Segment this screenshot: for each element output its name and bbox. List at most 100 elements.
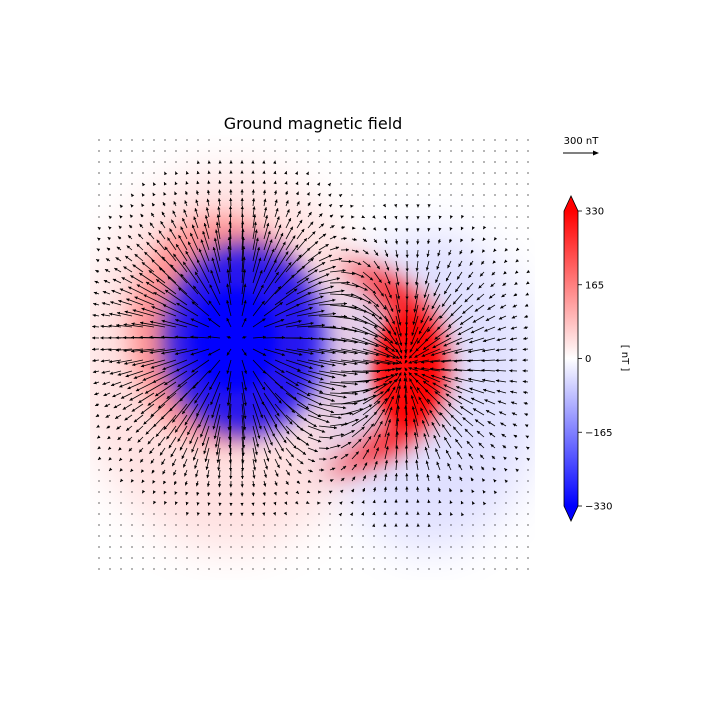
quiver-arrowhead [149,335,153,339]
quiver-arrowhead [442,375,446,379]
quiver-arrow [373,315,392,334]
quiver-arrow [285,307,313,317]
quiver-arrow [296,324,325,328]
quiver-arrowhead [103,393,107,397]
quiver-arrow [472,535,474,537]
quiver-arrowhead [170,453,174,458]
quiver-arrowhead [108,336,112,340]
quiver-arrow [155,278,177,295]
quiver-arrowhead [104,403,108,407]
quiver-arrow [428,150,430,152]
quiver-arrow [109,150,111,152]
quiver-arrowhead [483,225,487,230]
quiver-arrow [417,172,419,174]
quiver-arrowhead [191,301,196,305]
quiver-arrowhead [393,332,397,336]
quiver-arrowhead [202,230,206,235]
quiver-arrowhead [305,278,309,282]
quiver-arrow [362,348,390,358]
quiver-arrowhead [172,210,176,214]
quiver-arrow [362,326,388,342]
quiver-arrow [483,216,485,218]
quiver-arrow [472,216,474,218]
quiver-arrowhead [217,198,221,202]
quiver-arrowhead [296,201,300,205]
quiver-arrow [153,513,155,515]
quiver-arrowhead [502,282,506,286]
quiver-arrow [318,139,320,141]
quiver-arrowhead [423,433,427,437]
quiver-arrowhead [317,414,321,418]
quiver-arrowhead [427,240,431,244]
quiver-arrow [395,315,402,337]
quiver-arrowhead [275,473,279,477]
quiver-arrowhead [390,308,394,312]
quiver-arrow [384,406,393,427]
quiver-arrow [241,557,243,559]
quiver-arrow [263,286,282,306]
quiver-arrowhead [101,302,106,306]
quiver-arrow [362,557,364,559]
quiver-arrowhead [346,280,350,285]
quiver-arrowhead [127,437,131,442]
quiver-arrowhead [271,433,275,437]
quiver-arrow [329,557,331,559]
quiver-arrowhead [251,160,255,164]
quiver-arrow [263,535,265,537]
quiver-arrowhead [395,254,399,258]
quiver-arrow [351,150,353,152]
quiver-arrow [445,326,463,338]
quiver-arrowhead [158,442,162,447]
quiver-arrow [307,161,309,163]
quiver-arrow [153,568,155,570]
quiver-arrow [373,183,375,185]
quiver-arrowhead [97,445,101,450]
quiver-arrowhead [243,336,247,340]
quiver-arrow [439,194,441,196]
quiver-arrow [340,315,369,324]
quiver-arrow [307,370,336,379]
quiver-arrowhead [424,446,428,451]
quiver-arrow [362,315,386,332]
quiver-arrowhead [340,433,345,437]
quiver-arrowhead [116,311,121,315]
quiver-arrowhead [283,511,287,516]
quiver-arrowhead [112,278,117,282]
quiver-arrowhead [456,386,460,390]
quiver-arrowhead [94,280,98,284]
quiver-arrow [274,546,276,548]
quiver-arrow [98,535,100,537]
quiver-arrow [252,546,254,548]
quiver-arrowhead [398,372,402,376]
quiver-arrow [434,326,452,340]
quiver-key: 300 nT [563,136,599,156]
quiver-arrow [329,535,331,537]
quiver-arrowhead [319,390,323,393]
quiver-arrowhead [412,418,416,422]
quiver-arrowhead [113,405,118,408]
quiver-arrow [428,568,430,570]
quiver-arrowhead [434,336,438,340]
quiver-arrowhead [276,412,280,417]
quiver-arrow [153,557,155,559]
quiver-arrow [274,251,289,273]
quiver-arrowhead [364,415,369,419]
quiver-arrowhead [332,363,336,367]
quiver-arrowhead [166,395,171,399]
quiver-arrowhead [485,317,490,321]
quiver-arrowhead [318,203,322,207]
quiver-arrowhead [369,277,374,281]
quiver-arrowhead [305,171,309,176]
quiver-arrow [252,557,254,559]
quiver-arrow [252,370,266,391]
quiver-arrow [395,150,397,152]
quiver-arrow [450,183,452,185]
quiver-arrow [139,322,166,328]
quiver-arrowhead [124,361,128,365]
quiver-arrowhead [158,230,162,234]
quiver-arrowhead [445,393,450,397]
quiver-arrowhead [386,267,390,271]
quiver-arrow [252,139,254,141]
quiver-arrow [422,293,430,312]
quiver-arrow [296,269,318,284]
